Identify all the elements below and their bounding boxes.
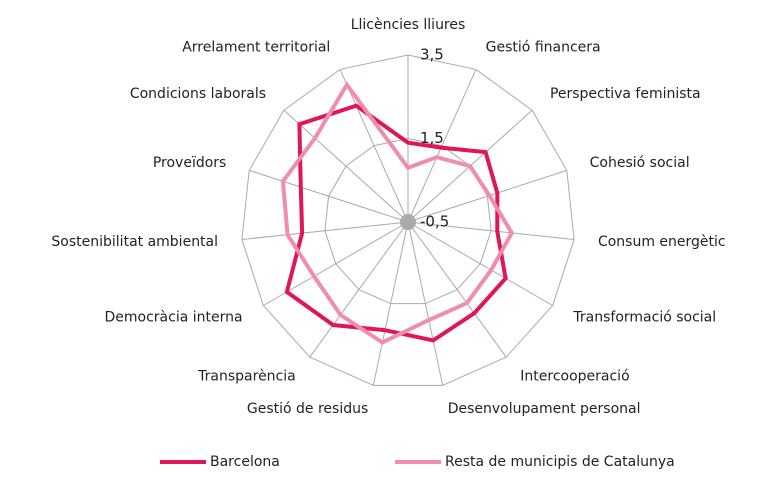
r-tick-label: -0,5: [420, 213, 449, 231]
category-label: Transformació social: [572, 310, 716, 326]
category-label: Intercooperació: [520, 369, 629, 385]
category-label: Gestió financera: [486, 40, 601, 56]
grid-ring: [241, 54, 575, 386]
r-tick-label: 1,5: [420, 129, 444, 147]
category-label: Condicions laborals: [130, 86, 266, 102]
category-label: Llicències lliures: [351, 17, 466, 33]
legend-label: Barcelona: [210, 454, 280, 470]
category-label: Democràcia interna: [105, 310, 243, 326]
category-label: Transparència: [197, 369, 296, 385]
grid-center: [400, 214, 416, 230]
r-tick-label: 3,5: [420, 46, 444, 64]
series-line: [280, 81, 515, 345]
category-label: Arrelament territorial: [182, 40, 330, 56]
category-label: Desenvolupament personal: [448, 401, 641, 417]
category-label: Cohesió social: [590, 155, 690, 171]
category-label: Gestió de residus: [247, 401, 368, 417]
category-label: Proveïdors: [153, 155, 227, 171]
legend-label: Resta de municipis de Catalunya: [445, 454, 675, 470]
category-label: Sostenibilitat ambiental: [51, 234, 218, 250]
category-label: Perspectiva feminista: [550, 86, 701, 102]
category-label: Consum energètic: [598, 234, 726, 250]
